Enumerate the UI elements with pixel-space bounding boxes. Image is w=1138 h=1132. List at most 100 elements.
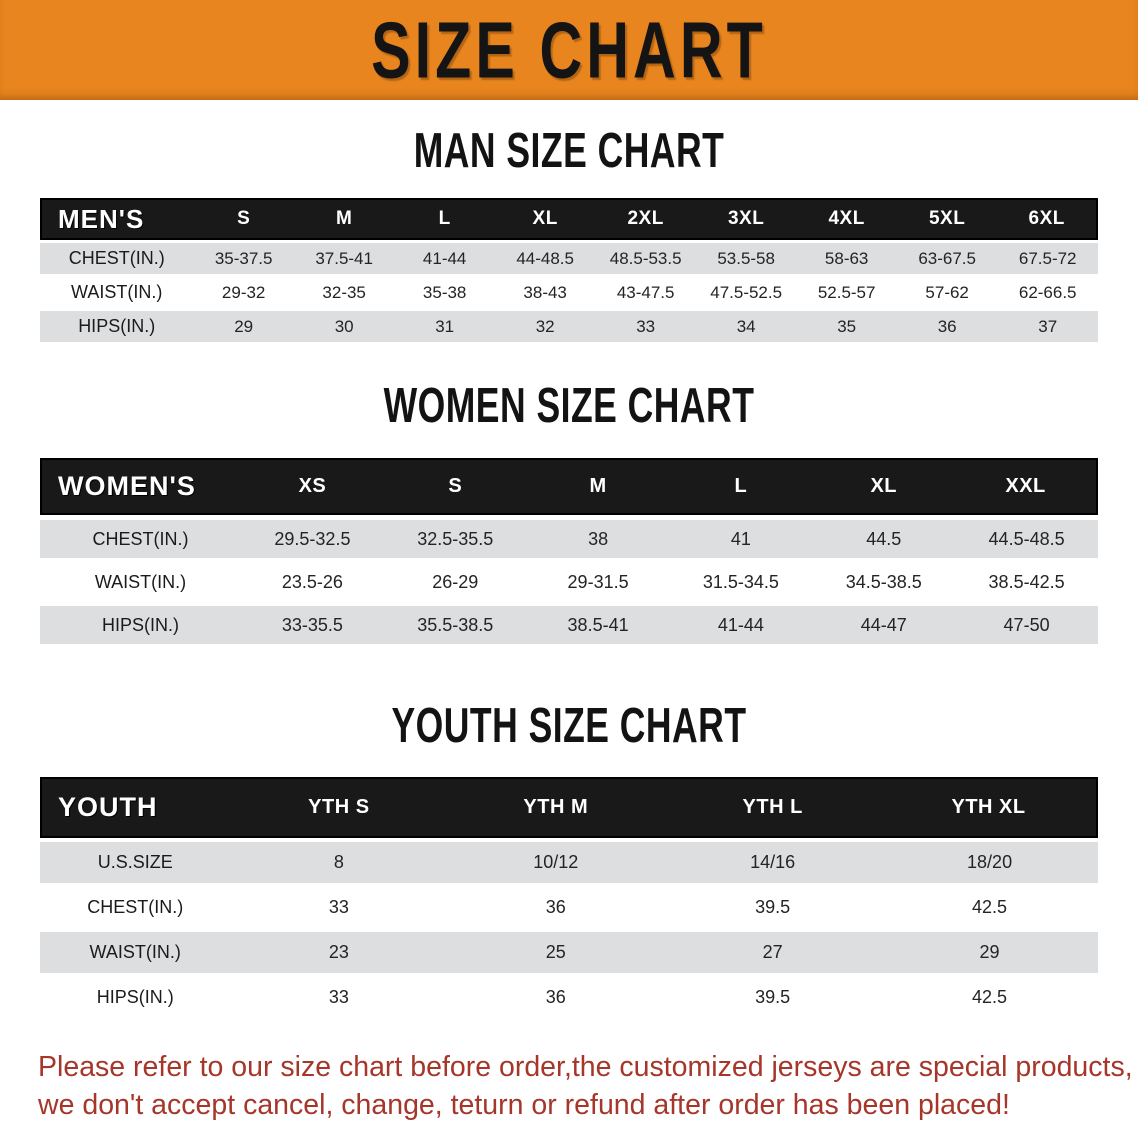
size-cell: 37 [997, 311, 1098, 342]
size-cell: 32.5-35.5 [383, 520, 527, 558]
column-header: 5XL [896, 198, 998, 240]
column-header: XL [812, 458, 956, 515]
size-cell: 63-67.5 [896, 243, 998, 274]
table-header-row: YOUTH YTH S YTH M YTH L YTH XL [40, 777, 1098, 838]
size-cell: 42.5 [881, 977, 1098, 1018]
size-cell: 14/16 [664, 842, 882, 883]
size-cell: 26-29 [383, 563, 527, 601]
size-cell: 34 [695, 311, 797, 342]
column-header: YTH XL [881, 777, 1098, 838]
disclaimer-line-2: we don't accept cancel, change, teturn o… [38, 1089, 1010, 1121]
youth-size-section: YOUTH SIZE CHART YOUTH YTH S YTH M YTH L YTH… [0, 698, 1138, 1022]
size-cell: 38-43 [494, 277, 596, 308]
row-label: WAIST(IN.) [40, 932, 231, 973]
row-label: HIPS(IN.) [40, 606, 242, 644]
size-cell: 44.5-48.5 [955, 520, 1098, 558]
size-cell: 43-47.5 [595, 277, 696, 308]
size-cell: 36 [896, 311, 998, 342]
table-row: U.S.SIZE 8 10/12 14/16 18/20 [40, 842, 1098, 883]
column-header: M [526, 458, 670, 515]
size-cell: 67.5-72 [997, 243, 1098, 274]
size-cell: 33 [595, 311, 696, 342]
table-row: CHEST(IN.) 33 36 39.5 42.5 [40, 887, 1098, 928]
men-size-section: MAN SIZE CHART MEN'S S M L XL 2XL 3XL 4XL 5XL 6XL… [0, 123, 1138, 345]
size-cell: 33 [230, 977, 448, 1018]
column-header: 4XL [796, 198, 897, 240]
size-cell: 8 [230, 842, 448, 883]
size-cell: 35 [796, 311, 897, 342]
column-header: 2XL [595, 198, 696, 240]
size-cell: 32 [494, 311, 596, 342]
row-label: WAIST(IN.) [40, 277, 194, 308]
size-cell: 52.5-57 [796, 277, 897, 308]
column-header: L [669, 458, 813, 515]
size-cell: 18/20 [881, 842, 1098, 883]
disclaimer: Please refer to our size chart before or… [0, 1048, 1138, 1124]
row-label: CHEST(IN.) [40, 520, 242, 558]
page-title: SIZE CHART [371, 5, 767, 95]
row-label: HIPS(IN.) [40, 977, 231, 1018]
table-header-row: WOMEN'S XS S M L XL XXL [40, 458, 1098, 515]
size-cell: 36 [447, 977, 665, 1018]
column-header: S [193, 198, 294, 240]
size-cell: 34.5-38.5 [812, 563, 956, 601]
size-cell: 41-44 [669, 606, 813, 644]
column-header: YTH M [447, 777, 665, 838]
men-section-title: MAN SIZE CHART [413, 123, 725, 178]
size-cell: 32-35 [293, 277, 395, 308]
size-cell: 35-38 [394, 277, 495, 308]
size-cell: 31 [394, 311, 495, 342]
size-cell: 29-31.5 [526, 563, 670, 601]
size-cell: 36 [447, 887, 665, 928]
size-cell: 10/12 [447, 842, 665, 883]
size-cell: 29.5-32.5 [241, 520, 384, 558]
size-cell: 38 [526, 520, 670, 558]
column-header: L [394, 198, 495, 240]
column-header: 6XL [997, 198, 1098, 240]
youth-section-title: YOUTH SIZE CHART [391, 698, 747, 753]
size-cell: 29-32 [193, 277, 294, 308]
women-section-title: WOMEN SIZE CHART [383, 378, 755, 433]
size-cell: 30 [293, 311, 395, 342]
size-cell: 31.5-34.5 [669, 563, 813, 601]
size-cell: 27 [664, 932, 882, 973]
table-row: HIPS(IN.) 29 30 31 32 33 34 35 36 37 [40, 311, 1098, 342]
size-cell: 33 [230, 887, 448, 928]
size-cell: 29 [193, 311, 294, 342]
table-group-label: YOUTH [40, 777, 231, 838]
size-cell: 42.5 [881, 887, 1098, 928]
column-header: S [383, 458, 527, 515]
table-row: CHEST(IN.) 35-37.5 37.5-41 41-44 44-48.5 48.5… [40, 243, 1098, 274]
size-cell: 35-37.5 [193, 243, 294, 274]
table-row: CHEST(IN.) 29.5-32.5 32.5-35.5 38 41 44.5 44.5… [40, 520, 1098, 558]
size-cell: 38.5-41 [526, 606, 670, 644]
size-cell: 23 [230, 932, 448, 973]
table-row: WAIST(IN.) 23 25 27 29 [40, 932, 1098, 973]
size-cell: 57-62 [896, 277, 998, 308]
women-size-section: WOMEN SIZE CHART WOMEN'S XS S M L XL XXL CHEST(… [0, 378, 1138, 649]
youth-size-table: YOUTH YTH S YTH M YTH L YTH XL U.S.SIZE 8 10/12… [40, 773, 1098, 1022]
column-header: XS [241, 458, 384, 515]
table-row: HIPS(IN.) 33-35.5 35.5-38.5 38.5-41 41-44 44-… [40, 606, 1098, 644]
size-cell: 23.5-26 [241, 563, 384, 601]
column-header: YTH L [664, 777, 882, 838]
table-row: HIPS(IN.) 33 36 39.5 42.5 [40, 977, 1098, 1018]
size-cell: 41 [669, 520, 813, 558]
size-cell: 39.5 [664, 977, 882, 1018]
table-row: WAIST(IN.) 29-32 32-35 35-38 38-43 43-47.5 47.… [40, 277, 1098, 308]
women-size-table: WOMEN'S XS S M L XL XXL CHEST(IN.) 29.5-32.5 32.5… [40, 453, 1098, 649]
row-label: U.S.SIZE [40, 842, 231, 883]
column-header: M [293, 198, 395, 240]
size-cell: 29 [881, 932, 1098, 973]
table-group-label: MEN'S [40, 198, 194, 240]
column-header: YTH S [230, 777, 448, 838]
table-row: WAIST(IN.) 23.5-26 26-29 29-31.5 31.5-34.5 34… [40, 563, 1098, 601]
size-cell: 47.5-52.5 [695, 277, 797, 308]
size-cell: 35.5-38.5 [383, 606, 527, 644]
disclaimer-line-1: Please refer to our size chart before or… [38, 1051, 1133, 1083]
column-header: XXL [955, 458, 1098, 515]
size-cell: 47-50 [955, 606, 1098, 644]
table-header-row: MEN'S S M L XL 2XL 3XL 4XL 5XL 6XL [40, 198, 1098, 240]
size-cell: 58-63 [796, 243, 897, 274]
